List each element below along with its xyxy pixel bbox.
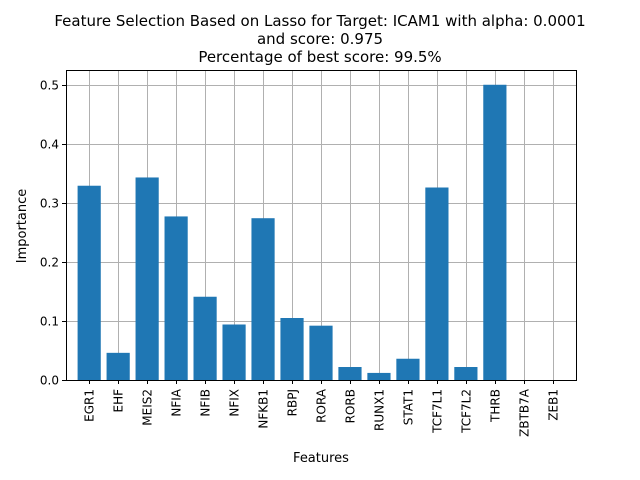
x-tick-label: NFIA [170,388,184,416]
x-tick-label: STAT1 [402,389,416,425]
bar-thrb [483,84,507,380]
x-tick-label: RBPJ [286,389,300,416]
bar-nfia [164,216,188,380]
x-tick-label: RORA [315,388,329,423]
x-tick-label: TCF7L2 [460,389,474,434]
bar-tcf7l1 [425,187,449,380]
bar-runx1 [367,372,391,380]
bar-rbpj [280,318,304,380]
bar-stat1 [396,358,420,380]
bar-tcf7l2 [454,367,478,380]
chart-title-line-1: Feature Selection Based on Lasso for Tar… [54,12,586,30]
y-tick-label: 0.2 [40,256,59,270]
x-tick-label: RORB [344,389,358,423]
x-tick-label: EGR1 [83,389,97,422]
x-tick-label: NFKB1 [257,389,271,429]
chart-title-line-3: Percentage of best score: 99.5% [198,48,442,66]
bar-ehf [106,352,130,380]
y-tick-label: 0.5 [40,79,59,93]
x-tick-label: NFIB [199,389,213,417]
bar-egr1 [77,185,101,380]
bar-nfib [193,296,217,380]
x-tick-label: MEIS2 [141,389,155,426]
y-tick-label: 0.4 [40,138,59,152]
y-axis-label: Importance [15,189,30,264]
bar-meis2 [135,177,159,380]
x-tick-label: TCF7L1 [431,389,445,434]
x-axis-label: Features [293,451,349,466]
chart-title-line-2: and score: 0.975 [256,30,384,48]
x-tick-label: EHF [112,389,126,413]
tick-layer: EGR1 EHF MEIS2 NFIA NFIB NFIX NFKB1 RBPJ RORA ROR… [40,79,561,437]
y-tick-label: 0.1 [40,315,59,329]
bar-rorb [338,367,362,380]
y-tick-label: 0.3 [40,197,59,211]
y-tick-label: 0.0 [40,374,59,388]
x-tick-label: ZBTB7A [518,388,532,437]
x-tick-label: RUNX1 [373,389,387,431]
bar-layer [77,84,507,380]
bar-nfix [222,324,246,380]
bar-rora [309,325,333,380]
x-tick-label: THRB [489,389,503,423]
x-tick-label: NFIX [228,389,242,417]
bar-nfkb1 [251,218,275,380]
x-tick-label: ZEB1 [547,389,561,421]
